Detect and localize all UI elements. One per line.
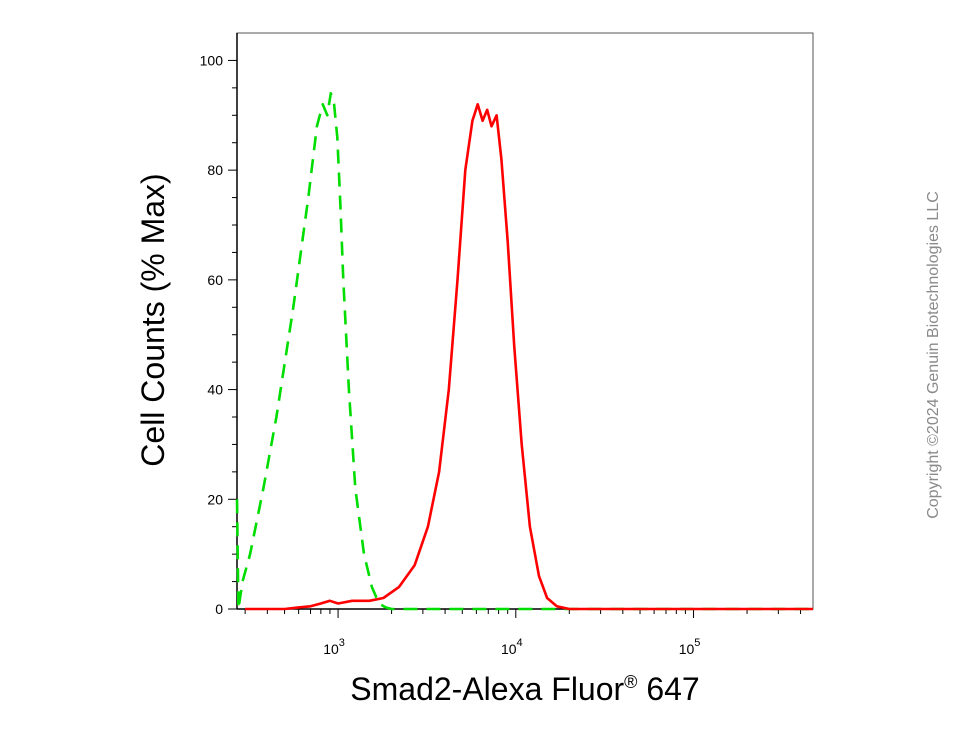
x-tick-exponent: 3 [339,637,345,649]
x-axis-title-registered: ® [624,672,637,692]
x-axis-title: Smad2-Alexa Fluor® 647 [350,671,699,707]
y-axis-ticks: 0 20 40 60 80 100 [200,52,237,617]
x-tick-base: 10 [501,641,517,657]
y-tick-label: 80 [207,162,223,178]
y-tick-label: 60 [207,272,223,288]
x-tick-exponent: 4 [517,637,523,649]
x-axis-title-main: Smad2-Alexa Fluor [350,671,624,707]
x-axis-title-tail: 647 [637,671,699,707]
x-tick-base: 10 [323,641,339,657]
histogram-series [235,92,813,611]
x-tick-label: 103 [323,637,345,657]
y-axis-title: Cell Counts (% Max) [135,173,171,466]
isotype-control-curve [235,92,813,611]
x-tick-label: 104 [501,637,523,657]
x-tick-label: 105 [679,637,701,657]
copyright-watermark: Copyright ©2024 Genuin Biotechnologies L… [925,191,942,519]
x-axis-ticks: 103 104 105 [244,609,802,657]
y-tick-label: 20 [207,491,223,507]
plot-frame [236,32,814,610]
x-tick-exponent: 5 [694,637,700,649]
y-tick-label: 40 [207,382,223,398]
y-tick-label: 0 [215,601,223,617]
smad2-staining-curve [245,103,813,611]
x-tick-base: 10 [679,641,695,657]
y-tick-label: 100 [200,52,224,68]
